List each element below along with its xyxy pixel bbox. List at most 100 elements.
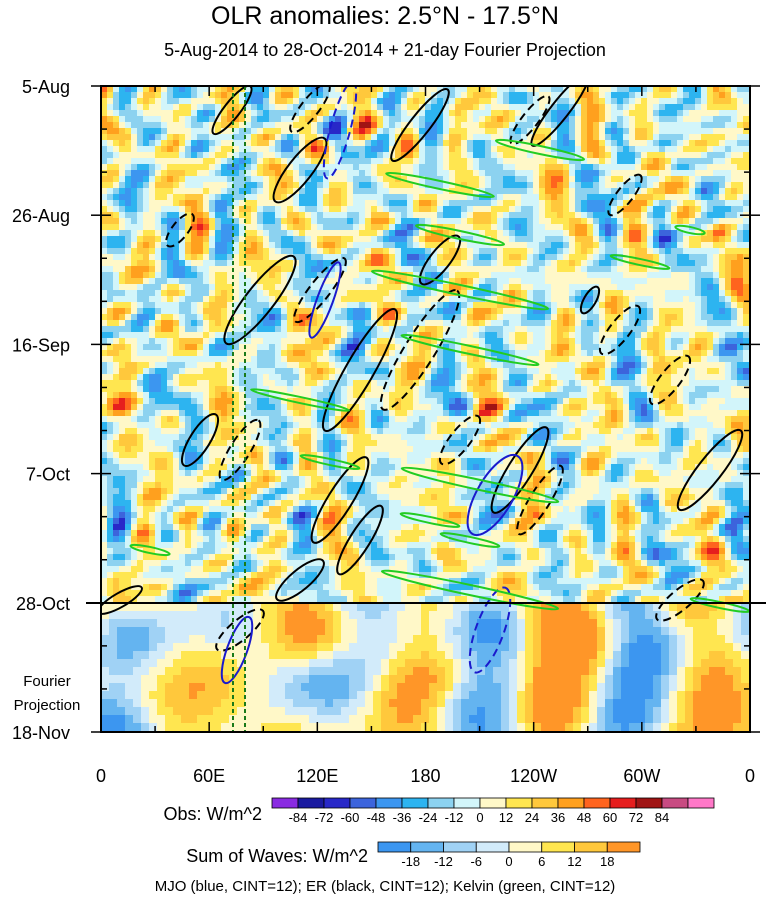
obs-cell bbox=[497, 98, 504, 105]
obs-cell bbox=[467, 212, 474, 219]
obs-cell bbox=[107, 182, 114, 189]
obs-cell bbox=[401, 302, 408, 309]
obs-cell bbox=[209, 350, 216, 357]
obs-cell bbox=[587, 302, 594, 309]
obs-cell bbox=[227, 176, 234, 183]
obs-cell bbox=[155, 140, 162, 147]
obs-cell bbox=[257, 212, 264, 219]
obs-cell bbox=[335, 356, 342, 363]
obs-cell bbox=[557, 260, 564, 267]
obs-cell bbox=[455, 308, 462, 315]
obs-cell bbox=[227, 200, 234, 207]
obs-cell bbox=[269, 212, 276, 219]
obs-cell bbox=[245, 332, 252, 339]
obs-cell bbox=[731, 212, 738, 219]
obs-cell bbox=[713, 128, 720, 135]
obs-cell bbox=[341, 200, 348, 207]
obs-cell bbox=[575, 326, 582, 333]
obs-cell bbox=[587, 230, 594, 237]
obs-cell bbox=[407, 248, 414, 255]
obs-cell bbox=[473, 326, 480, 333]
obs-cell bbox=[365, 146, 372, 153]
obs-cell bbox=[473, 146, 480, 153]
obs-cell bbox=[191, 236, 198, 243]
obs-cell bbox=[713, 296, 720, 303]
obs-cell bbox=[629, 242, 636, 249]
obs-cell bbox=[221, 152, 228, 159]
obs-cell bbox=[647, 224, 654, 231]
obs-cell bbox=[581, 92, 588, 99]
obs-cell bbox=[107, 242, 114, 249]
obs-cell bbox=[275, 122, 282, 129]
obs-cell bbox=[443, 314, 450, 321]
obs-cell bbox=[167, 122, 174, 129]
obs-cell bbox=[587, 308, 594, 315]
obs-cell bbox=[317, 110, 324, 117]
obs-cell bbox=[599, 176, 606, 183]
obs-cell bbox=[671, 290, 678, 297]
obs-cell bbox=[305, 242, 312, 249]
obs-cell bbox=[485, 266, 492, 273]
obs-cell bbox=[299, 344, 306, 351]
obs-cell bbox=[221, 272, 228, 279]
obs-cell bbox=[209, 296, 216, 303]
obs-cell bbox=[713, 230, 720, 237]
obs-cell bbox=[323, 332, 330, 339]
obs-cell bbox=[161, 146, 168, 153]
obs-cell bbox=[419, 302, 426, 309]
obs-cell bbox=[515, 98, 522, 105]
obs-cell bbox=[359, 254, 366, 261]
obs-cell bbox=[647, 110, 654, 117]
obs-cell bbox=[311, 134, 318, 141]
obs-cell bbox=[419, 314, 426, 321]
obs-cell bbox=[383, 116, 390, 123]
obs-cell bbox=[635, 350, 642, 357]
obs-cell bbox=[143, 338, 150, 345]
obs-cell bbox=[617, 218, 624, 225]
obs-cell bbox=[701, 320, 708, 327]
obs-cell bbox=[389, 224, 396, 231]
obs-cell bbox=[101, 332, 108, 339]
obs-cell bbox=[719, 116, 726, 123]
obs-cell bbox=[131, 182, 138, 189]
obs-cell bbox=[647, 326, 654, 333]
obs-cell bbox=[377, 266, 384, 273]
obs-cell bbox=[317, 206, 324, 213]
obs-cell bbox=[713, 206, 720, 213]
obs-cell bbox=[251, 332, 258, 339]
obs-cell bbox=[425, 206, 432, 213]
obs-cell bbox=[701, 194, 708, 201]
obs-cell bbox=[497, 230, 504, 237]
obs-cell bbox=[365, 278, 372, 285]
obs-cell bbox=[485, 260, 492, 267]
obs-cell bbox=[557, 140, 564, 147]
obs-cell bbox=[521, 218, 528, 225]
obs-cell bbox=[143, 98, 150, 105]
obs-cell bbox=[485, 116, 492, 123]
obs-cell bbox=[557, 206, 564, 213]
obs-cell bbox=[191, 338, 198, 345]
obs-cell bbox=[701, 278, 708, 285]
obs-cell bbox=[719, 188, 726, 195]
obs-cell bbox=[533, 104, 540, 111]
obs-cell bbox=[455, 296, 462, 303]
obs-cell bbox=[743, 338, 750, 345]
obs-cell bbox=[521, 116, 528, 123]
obs-cell bbox=[695, 122, 702, 129]
obs-cell bbox=[179, 140, 186, 147]
obs-cell bbox=[227, 266, 234, 273]
obs-cell bbox=[251, 344, 258, 351]
obs-cell bbox=[197, 314, 204, 321]
obs-cell bbox=[581, 230, 588, 237]
obs-cell bbox=[263, 230, 270, 237]
obs-cell bbox=[353, 338, 360, 345]
obs-cell bbox=[413, 266, 420, 273]
obs-cell bbox=[257, 164, 264, 171]
obs-cell bbox=[641, 272, 648, 279]
obs-cell bbox=[695, 302, 702, 309]
obs-cell bbox=[143, 158, 150, 165]
obs-cell bbox=[449, 212, 456, 219]
obs-cell bbox=[371, 158, 378, 165]
obs-cell bbox=[395, 122, 402, 129]
obs-cell bbox=[239, 278, 246, 285]
